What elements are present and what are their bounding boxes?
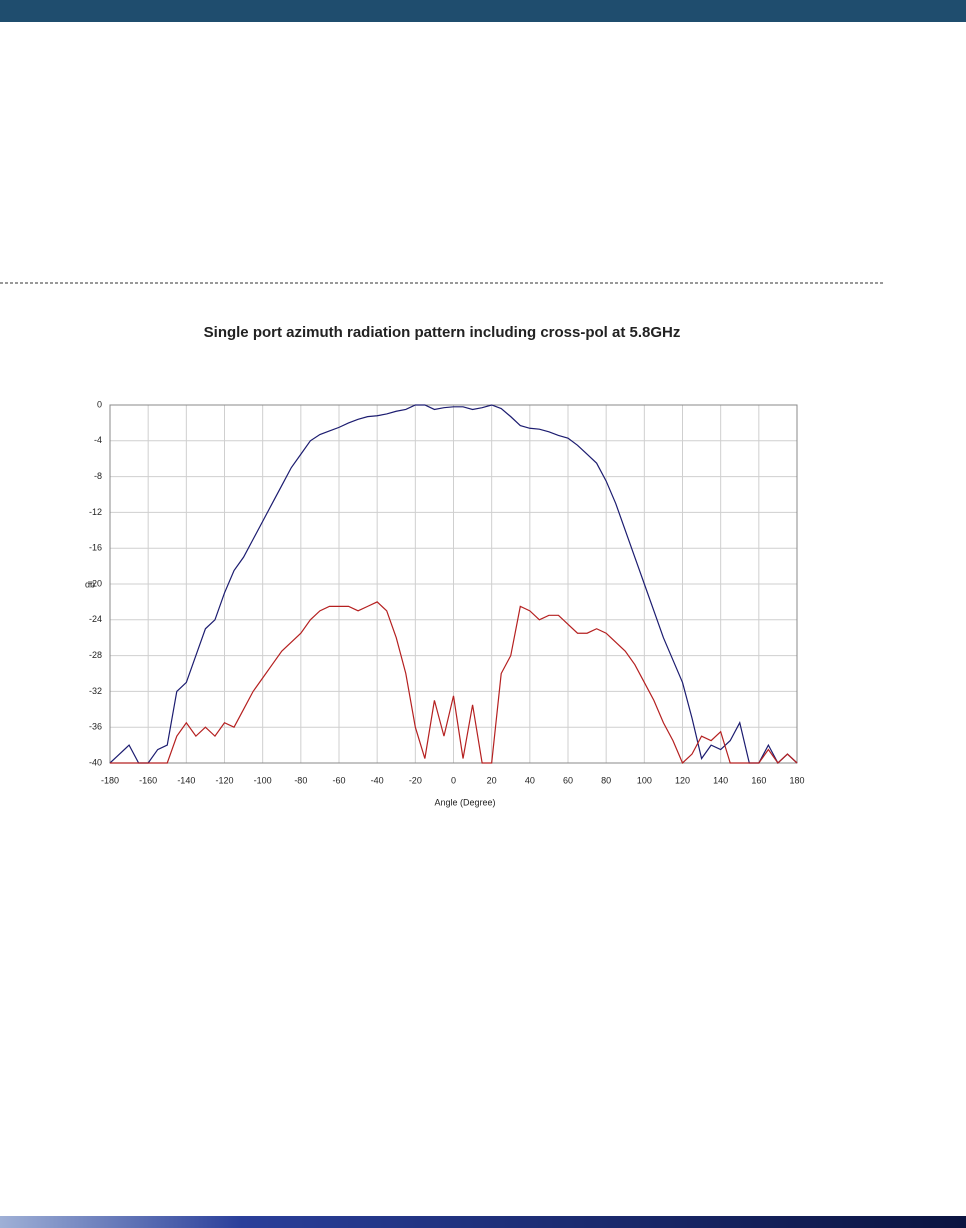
x-tick-label: 0: [451, 775, 456, 785]
series-line: [110, 601, 798, 765]
plot: 0 -4 -8 -12 -16 -20 -24 -28 -32 -36 -40 -180 -160 -14…: [89, 399, 805, 785]
plot-border: [109, 404, 798, 764]
y-tick-label: -36: [89, 722, 102, 732]
x-tick-label: 100: [637, 775, 652, 785]
x-tick-label: 20: [487, 775, 497, 785]
x-tick-label: -140: [177, 775, 195, 785]
y-tick-label: -20: [89, 578, 102, 588]
y-tick-label: -12: [89, 507, 102, 517]
x-tick-label: -80: [294, 775, 307, 785]
x-tick-label: 80: [601, 775, 611, 785]
x-tick-label: -120: [215, 775, 233, 785]
x-axis-label: Angle (Degree): [434, 797, 495, 807]
y-tick-label: -4: [94, 435, 102, 445]
y-tick-label: -28: [89, 650, 102, 660]
header-bar: [0, 0, 966, 22]
y-tick-label: -24: [89, 614, 102, 624]
x-tick-label: 160: [751, 775, 766, 785]
y-tick-label: -16: [89, 543, 102, 553]
x-tick-label: 180: [789, 775, 804, 785]
x-tick-label: -20: [409, 775, 422, 785]
x-tick-label: 140: [713, 775, 728, 785]
x-tick-label: -160: [139, 775, 157, 785]
footer-bar: [0, 1216, 966, 1228]
x-tick-label: -40: [371, 775, 384, 785]
y-tick-label: -32: [89, 686, 102, 696]
x-tick-label: -60: [332, 775, 345, 785]
series-line: [109, 404, 798, 764]
x-tick-label: -180: [101, 775, 119, 785]
y-tick-label: -40: [89, 757, 102, 767]
y-tick-label: 0: [97, 399, 102, 409]
y-tick-label: -8: [94, 471, 102, 481]
y-axis-label: db: [85, 579, 95, 589]
x-tick-label: 120: [675, 775, 690, 785]
chart-title: Single port azimuth radiation pattern in…: [204, 324, 681, 341]
x-tick-label: 60: [563, 775, 573, 785]
x-tick-label: -100: [254, 775, 272, 785]
x-tick-label: 40: [525, 775, 535, 785]
